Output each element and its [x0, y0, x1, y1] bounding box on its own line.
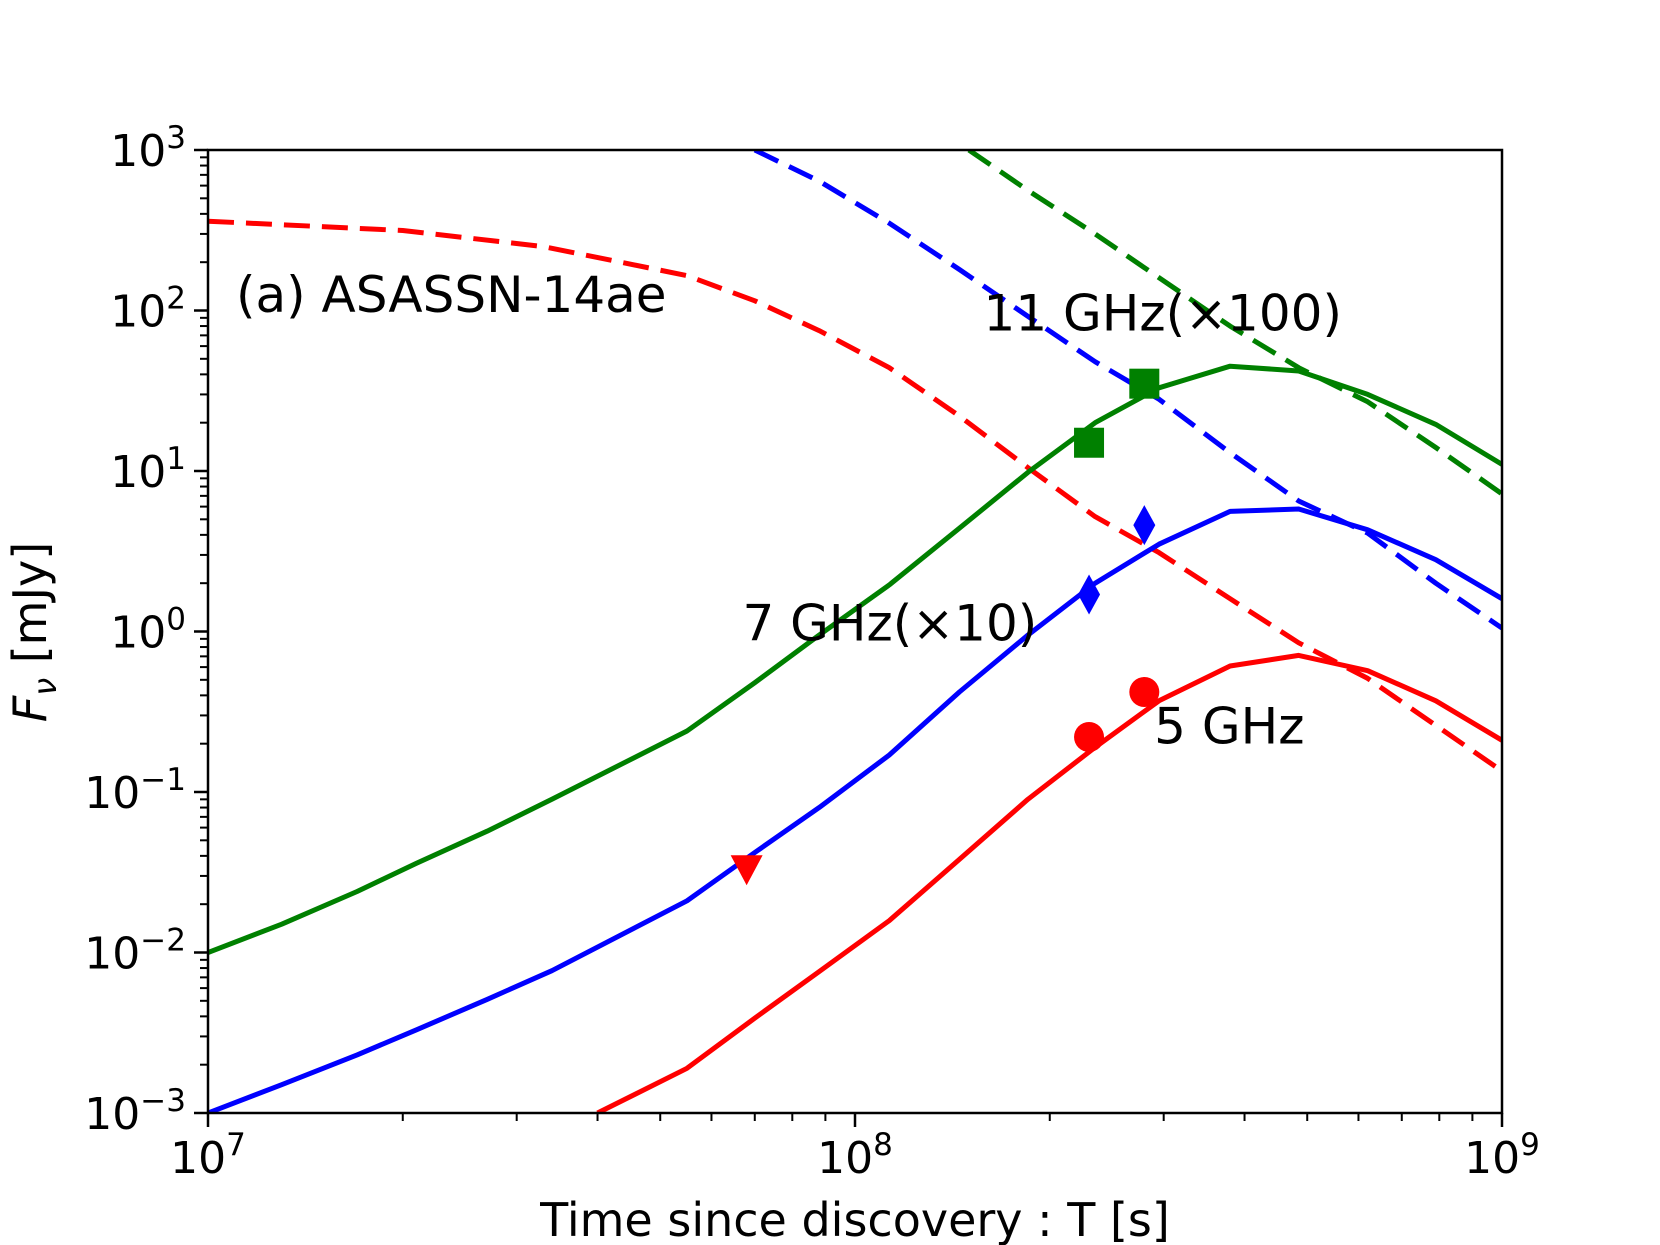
x-axis-label: Time since discovery : T [s] — [539, 1193, 1170, 1245]
y-tick-exponent: 2 — [166, 281, 186, 317]
x-tick-exponent: 7 — [226, 1127, 246, 1163]
y-tick-label: 103 — [110, 120, 186, 177]
y-tick-exponent: −1 — [140, 762, 186, 798]
y-tick-exponent: 0 — [166, 602, 186, 638]
data-marker-11-ghz-data-point — [1074, 427, 1105, 458]
x-tick-label: 107 — [170, 1127, 246, 1184]
series-label-5-ghz: 5 GHz — [1154, 698, 1304, 756]
data-marker-11-ghz-data-point — [1129, 368, 1160, 399]
y-tick-label: 102 — [110, 281, 186, 338]
data-marker-7-ghz-data-point — [1078, 574, 1101, 615]
series-label-11-ghz-100: 11 GHz(×100) — [984, 285, 1342, 343]
y-axis-label: Fν [mJy] — [3, 542, 64, 722]
data-marker-7-ghz-data-point — [1133, 505, 1156, 546]
y-tick-label: 10−2 — [84, 923, 186, 980]
y-tick-base: 10 — [110, 126, 166, 177]
data-marker-5-ghz-upper-limit — [730, 855, 763, 886]
data-marker-5-ghz-data-point — [1129, 676, 1160, 707]
series-line-7-ghz-10-dashed — [753, 150, 1502, 631]
y-tick-base: 10 — [84, 929, 140, 980]
y-tick-base: 10 — [84, 1089, 140, 1140]
series-label-7-ghz-10: 7 GHz(×10) — [742, 594, 1037, 652]
y-tick-base: 10 — [110, 447, 166, 498]
y-tick-base: 10 — [84, 768, 140, 819]
x-tick-base: 10 — [1464, 1133, 1520, 1184]
x-tick-base: 10 — [817, 1133, 873, 1184]
y-tick-base: 10 — [110, 608, 166, 659]
y-axis-label-unit: [mJy] — [3, 542, 57, 678]
series-line-11-ghz-100-model — [208, 363, 1502, 955]
y-tick-label: 10−1 — [84, 762, 186, 819]
y-tick-label: 10−3 — [84, 1083, 186, 1140]
y-tick-label: 100 — [110, 602, 186, 659]
y-tick-label: 101 — [110, 441, 186, 498]
x-tick-label: 109 — [1464, 1127, 1540, 1184]
y-axis-label-subscript: ν — [26, 678, 64, 696]
annotation-title: (a) ASASSN-14ae — [236, 266, 667, 324]
x-tick-exponent: 8 — [873, 1127, 893, 1163]
series-line-5-ghz-dashed — [208, 218, 1502, 774]
plot-frame — [206, 148, 1504, 1115]
series-line-7-ghz-10-model — [208, 506, 1502, 1113]
series-line-11-ghz-100-dashed — [967, 150, 1502, 496]
x-tick-base: 10 — [170, 1133, 226, 1184]
y-tick-exponent: 1 — [166, 441, 186, 477]
y-tick-exponent: −3 — [140, 1083, 186, 1119]
series-line-5-ghz-model — [596, 652, 1502, 1113]
y-axis-label-symbol: F — [3, 695, 57, 722]
x-tick-label: 108 — [817, 1127, 893, 1184]
y-tick-exponent: 3 — [166, 120, 186, 156]
y-tick-base: 10 — [110, 287, 166, 338]
y-tick-exponent: −2 — [140, 923, 186, 959]
x-tick-exponent: 9 — [1520, 1127, 1540, 1163]
data-marker-5-ghz-data-point — [1074, 722, 1105, 753]
